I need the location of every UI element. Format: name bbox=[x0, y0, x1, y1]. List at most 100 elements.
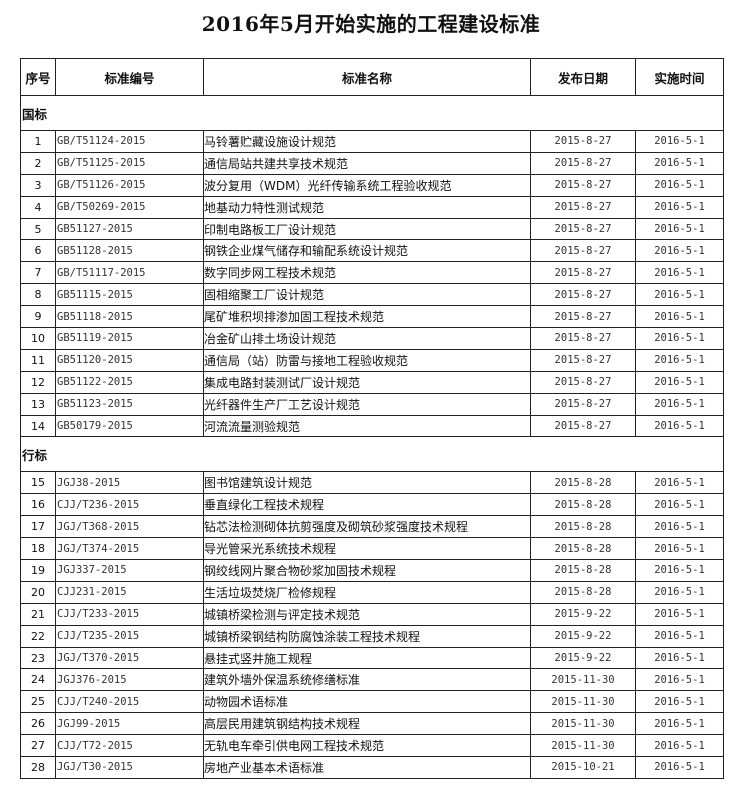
cell-name: 马铃薯贮藏设施设计规范 bbox=[203, 130, 531, 153]
cell-effective-date: 2016-5-1 bbox=[635, 537, 724, 561]
cell-index: 22 bbox=[20, 624, 56, 648]
cell-publish-date: 2015-8-27 bbox=[530, 327, 636, 350]
cell-name: 通信局（站）防雷与接地工程验收规范 bbox=[203, 348, 531, 372]
standards-table: 序号 标准编号 标准名称 发布日期 实施时间 国标 1 GB/T51124-2015… bbox=[20, 58, 724, 779]
cell-name: 建筑外墙外保温系统修缮标准 bbox=[203, 668, 531, 692]
header-code: 标准编号 bbox=[55, 58, 204, 96]
table-row: 16 CJJ/T236-2015 垂直绿化工程技术规程 2015-8-28 2016-5… bbox=[20, 493, 724, 517]
table-row: 8 GB51115-2015 固相缩聚工厂设计规范 2015-8-27 2016-5-1 bbox=[20, 283, 724, 307]
header-name: 标准名称 bbox=[203, 58, 531, 96]
cell-name: 通信局站共建共享技术规范 bbox=[203, 151, 531, 175]
cell-code: CJJ/T233-2015 bbox=[55, 602, 204, 626]
cell-effective-date: 2016-5-1 bbox=[635, 151, 724, 175]
cell-effective-date: 2016-5-1 bbox=[635, 130, 724, 153]
table-row: 7 GB/T51117-2015 数字同步网工程技术规范 2015-8-27 2016-… bbox=[20, 261, 724, 285]
cell-effective-date: 2016-5-1 bbox=[635, 734, 724, 758]
cell-effective-date: 2016-5-1 bbox=[635, 712, 724, 736]
header-publish-date: 发布日期 bbox=[530, 58, 636, 96]
cell-index: 21 bbox=[20, 602, 56, 626]
cell-publish-date: 2015-11-30 bbox=[530, 690, 636, 714]
cell-code: GB/T51124-2015 bbox=[55, 130, 204, 153]
cell-code: GB51127-2015 bbox=[55, 217, 204, 241]
cell-code: GB/T51126-2015 bbox=[55, 173, 204, 197]
cell-effective-date: 2016-5-1 bbox=[635, 493, 724, 517]
cell-name: 钢绞线网片聚合物砂浆加固技术规程 bbox=[203, 559, 531, 582]
cell-code: CJJ231-2015 bbox=[55, 580, 204, 604]
cell-name: 图书馆建筑设计规范 bbox=[203, 471, 531, 495]
table-row: 3 GB/T51126-2015 波分复用（WDM）光纤传输系统工程验收规范 2015… bbox=[20, 173, 724, 197]
table-row: 5 GB51127-2015 印制电路板工厂设计规范 2015-8-27 2016-5-… bbox=[20, 217, 724, 241]
table-row: 13 GB51123-2015 光纤器件生产厂工艺设计规范 2015-8-27 2016… bbox=[20, 392, 724, 416]
cell-code: JGJ99-2015 bbox=[55, 712, 204, 736]
cell-name: 尾矿堆积坝排渗加固工程技术规范 bbox=[203, 305, 531, 329]
cell-publish-date: 2015-8-27 bbox=[530, 173, 636, 197]
table-row: 6 GB51128-2015 钢铁企业煤气储存和输配系统设计规范 2015-8-27 2… bbox=[20, 239, 724, 263]
cell-name: 印制电路板工厂设计规范 bbox=[203, 217, 531, 241]
cell-publish-date: 2015-9-22 bbox=[530, 646, 636, 670]
cell-publish-date: 2015-8-27 bbox=[530, 392, 636, 416]
table-row: 19 JGJ337-2015 钢绞线网片聚合物砂浆加固技术规程 2015-8-28 20… bbox=[20, 559, 724, 582]
table-row: 20 CJJ231-2015 生活垃圾焚烧厂检修规程 2015-8-28 2016-5-… bbox=[20, 580, 724, 604]
cell-index: 18 bbox=[20, 537, 56, 561]
cell-publish-date: 2015-8-28 bbox=[530, 537, 636, 561]
cell-index: 1 bbox=[20, 130, 56, 153]
cell-index: 23 bbox=[20, 646, 56, 670]
cell-effective-date: 2016-5-1 bbox=[635, 580, 724, 604]
table-row: 11 GB51120-2015 通信局（站）防雷与接地工程验收规范 2015-8-27… bbox=[20, 348, 724, 372]
cell-effective-date: 2016-5-1 bbox=[635, 690, 724, 714]
cell-effective-date: 2016-5-1 bbox=[635, 471, 724, 495]
cell-name: 钢铁企业煤气储存和输配系统设计规范 bbox=[203, 239, 531, 263]
cell-publish-date: 2015-8-27 bbox=[530, 370, 636, 394]
table-row: 28 JGJ/T30-2015 房地产业基本术语标准 2015-10-21 2016-5… bbox=[20, 756, 724, 779]
header-row: 序号 标准编号 标准名称 发布日期 实施时间 bbox=[20, 58, 724, 96]
cell-code: JGJ/T374-2015 bbox=[55, 537, 204, 561]
cell-effective-date: 2016-5-1 bbox=[635, 624, 724, 648]
cell-publish-date: 2015-8-27 bbox=[530, 130, 636, 153]
cell-name: 地基动力特性测试规范 bbox=[203, 195, 531, 219]
cell-code: GB51115-2015 bbox=[55, 283, 204, 307]
cell-name: 固相缩聚工厂设计规范 bbox=[203, 283, 531, 307]
cell-name: 波分复用（WDM）光纤传输系统工程验收规范 bbox=[203, 173, 531, 197]
cell-name: 河流流量测验规范 bbox=[203, 414, 531, 438]
cell-effective-date: 2016-5-1 bbox=[635, 195, 724, 219]
cell-publish-date: 2015-8-27 bbox=[530, 239, 636, 263]
cell-code: GB51120-2015 bbox=[55, 348, 204, 372]
cell-effective-date: 2016-5-1 bbox=[635, 559, 724, 582]
cell-name: 无轨电车牵引供电网工程技术规范 bbox=[203, 734, 531, 758]
cell-publish-date: 2015-11-30 bbox=[530, 734, 636, 758]
section-label: 国标 bbox=[20, 95, 724, 131]
cell-publish-date: 2015-8-28 bbox=[530, 580, 636, 604]
cell-code: JGJ/T370-2015 bbox=[55, 646, 204, 670]
table-row: 24 JGJ376-2015 建筑外墙外保温系统修缮标准 2015-11-30 2016… bbox=[20, 668, 724, 692]
cell-code: GB51118-2015 bbox=[55, 305, 204, 329]
page-title: 2016年5月开始实施的工程建设标准 bbox=[201, 12, 541, 36]
table-row: 2 GB/T51125-2015 通信局站共建共享技术规范 2015-8-27 2016… bbox=[20, 151, 724, 175]
table-row: 12 GB51122-2015 集成电路封装测试厂设计规范 2015-8-27 2016… bbox=[20, 370, 724, 394]
cell-code: GB/T51125-2015 bbox=[55, 151, 204, 175]
table-row: 1 GB/T51124-2015 马铃薯贮藏设施设计规范 2015-8-27 2016-… bbox=[20, 130, 724, 153]
cell-code: JGJ/T368-2015 bbox=[55, 515, 204, 539]
cell-publish-date: 2015-11-30 bbox=[530, 712, 636, 736]
cell-name: 数字同步网工程技术规范 bbox=[203, 261, 531, 285]
table-row: 17 JGJ/T368-2015 钻芯法检测砌体抗剪强度及砌筑砂浆强度技术规程 201… bbox=[20, 515, 724, 539]
cell-index: 8 bbox=[20, 283, 56, 307]
cell-effective-date: 2016-5-1 bbox=[635, 261, 724, 285]
cell-code: JGJ38-2015 bbox=[55, 471, 204, 495]
section-row: 国标 bbox=[20, 95, 724, 131]
cell-publish-date: 2015-8-27 bbox=[530, 195, 636, 219]
table-row: 25 CJJ/T240-2015 动物园术语标准 2015-11-30 2016-5-1 bbox=[20, 690, 724, 714]
cell-effective-date: 2016-5-1 bbox=[635, 756, 724, 779]
cell-index: 6 bbox=[20, 239, 56, 263]
table-row: 26 JGJ99-2015 高层民用建筑钢结构技术规程 2015-11-30 2016-… bbox=[20, 712, 724, 736]
cell-name: 高层民用建筑钢结构技术规程 bbox=[203, 712, 531, 736]
cell-index: 16 bbox=[20, 493, 56, 517]
cell-name: 冶金矿山排土场设计规范 bbox=[203, 327, 531, 350]
table-body: 国标 1 GB/T51124-2015 马铃薯贮藏设施设计规范 2015-8-27 201… bbox=[20, 95, 724, 779]
section-row: 行标 bbox=[20, 436, 724, 473]
cell-name: 垂直绿化工程技术规程 bbox=[203, 493, 531, 517]
cell-code: GB/T51117-2015 bbox=[55, 261, 204, 285]
cell-name: 城镇桥梁钢结构防腐蚀涂装工程技术规程 bbox=[203, 624, 531, 648]
cell-code: GB51122-2015 bbox=[55, 370, 204, 394]
cell-publish-date: 2015-11-30 bbox=[530, 668, 636, 692]
cell-publish-date: 2015-9-22 bbox=[530, 624, 636, 648]
